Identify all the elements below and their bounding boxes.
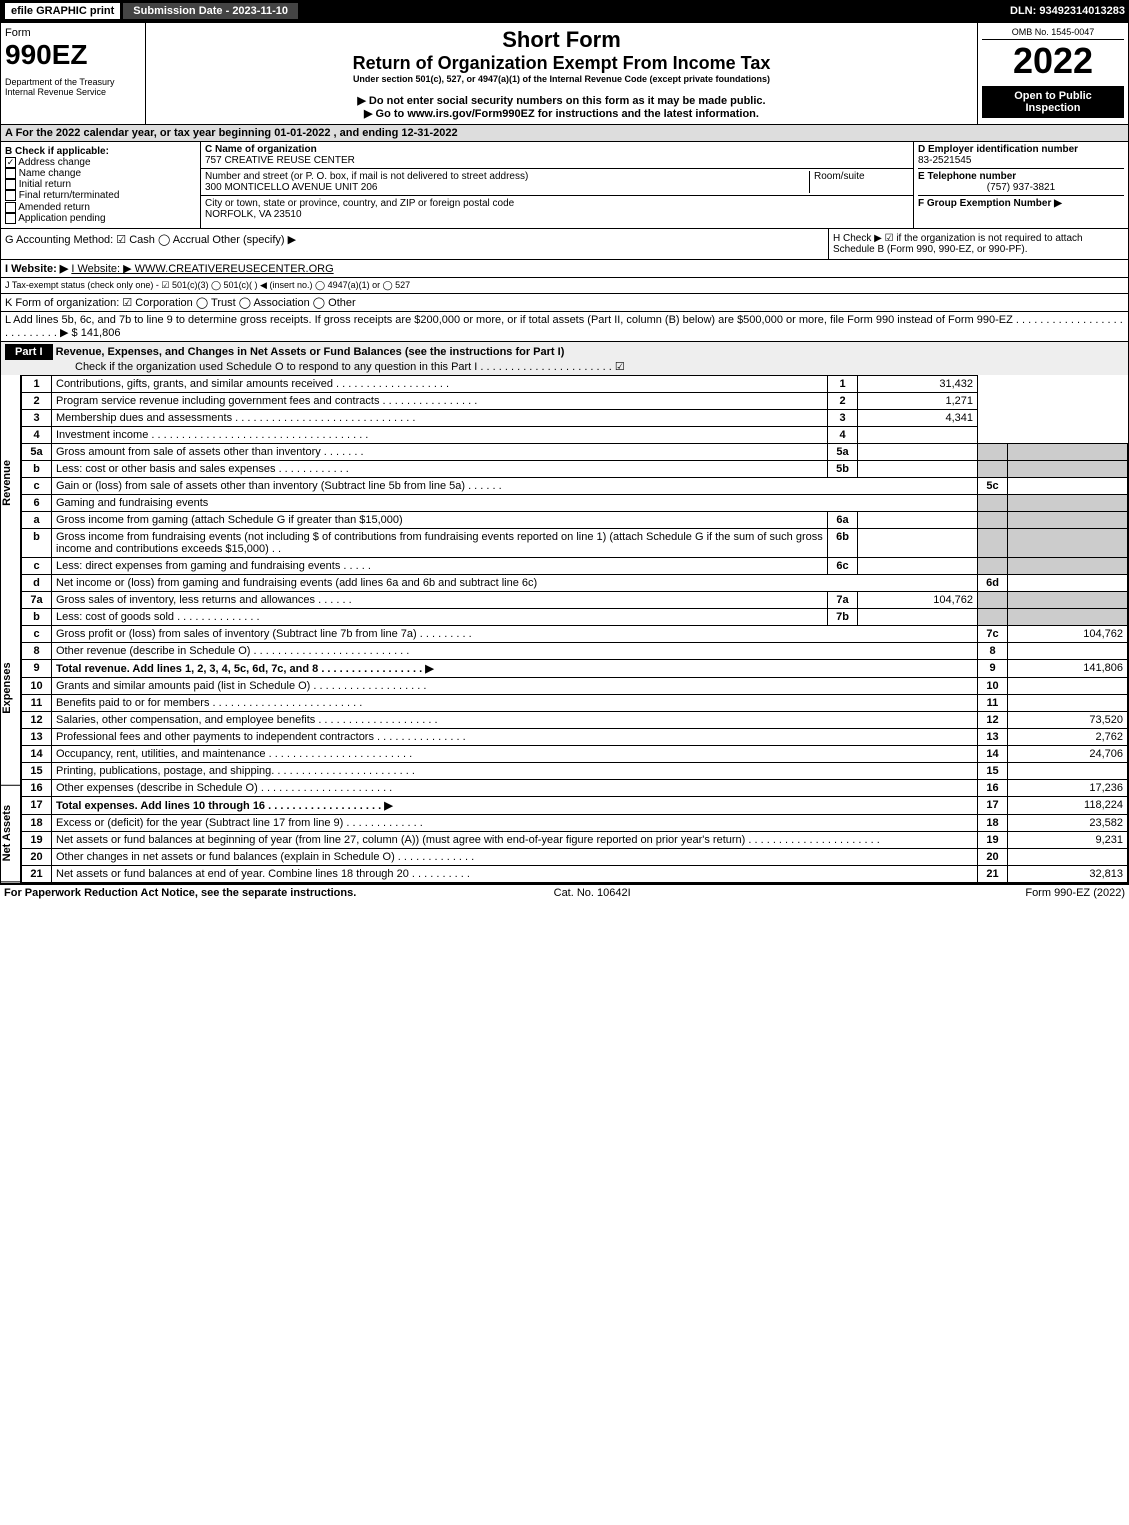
part1-check: Check if the organization used Schedule … (5, 361, 625, 373)
form-header: Form 990EZ Department of the Treasury In… (1, 23, 1128, 124)
submission-date-button[interactable]: Submission Date - 2023-11-10 (123, 3, 298, 19)
short-form-title: Short Form (150, 27, 973, 53)
line-18: 18Excess or (deficit) for the year (Subt… (22, 814, 1128, 831)
form-container: Form 990EZ Department of the Treasury In… (0, 22, 1129, 884)
street-label: Number and street (or P. O. box, if mail… (205, 171, 528, 182)
website-label: I Website: ▶ (5, 263, 68, 275)
main-title: Return of Organization Exempt From Incom… (150, 53, 973, 74)
room-label: Room/suite (814, 171, 865, 182)
line-7b: bLess: cost of goods sold . . . . . . . … (22, 608, 1128, 625)
line-12: 12Salaries, other compensation, and empl… (22, 711, 1128, 728)
efile-button[interactable]: efile GRAPHIC print (4, 2, 121, 20)
top-bar: efile GRAPHIC print Submission Date - 20… (0, 0, 1129, 22)
cb-label: Application pending (18, 213, 105, 224)
line-4: 4Investment income . . . . . . . . . . .… (22, 426, 1128, 443)
tax-year: 2022 (982, 40, 1124, 82)
cb-label: Name change (19, 168, 81, 179)
city-label: City or town, state or province, country… (205, 198, 514, 209)
dln-label: DLN: 93492314013283 (1010, 5, 1125, 17)
ein-value: 83-2521545 (918, 155, 1124, 166)
cb-address-change[interactable]: ✓ (5, 157, 16, 168)
footer-cat: Cat. No. 10642I (554, 887, 631, 899)
name-label: C Name of organization (205, 144, 317, 155)
accounting-method: G Accounting Method: ☑ Cash ◯ Accrual Ot… (1, 229, 828, 259)
part1-title: Revenue, Expenses, and Changes in Net As… (56, 346, 565, 358)
cb-label: Amended return (18, 202, 90, 213)
gross-receipts-note: L Add lines 5b, 6c, and 7b to line 9 to … (1, 311, 1128, 341)
line-5c: cGain or (loss) from sale of assets othe… (22, 477, 1128, 494)
netassets-vlabel: Net Assets (1, 785, 20, 882)
note-ssn: ▶ Do not enter social security numbers o… (150, 94, 973, 107)
cb-amended[interactable] (5, 202, 16, 213)
cb-initial-return[interactable] (5, 179, 16, 190)
phone-value: (757) 937-3821 (918, 182, 1124, 193)
line-6d: dNet income or (loss) from gaming and fu… (22, 574, 1128, 591)
open-public-box: Open to Public Inspection (982, 86, 1124, 118)
page-footer: For Paperwork Reduction Act Notice, see … (0, 884, 1129, 901)
part1-header: Part I Revenue, Expenses, and Changes in… (1, 341, 1128, 375)
lines-table: 1Contributions, gifts, grants, and simil… (21, 375, 1128, 883)
website-link[interactable]: I Website: ▶ WWW.CREATIVEREUSECENTER.ORG (71, 263, 333, 275)
cb-label: Address change (18, 157, 90, 168)
form-of-org: K Form of organization: ☑ Corporation ◯ … (1, 293, 1128, 311)
footer-left: For Paperwork Reduction Act Notice, see … (4, 887, 356, 899)
line-5b: bLess: cost or other basis and sales exp… (22, 460, 1128, 477)
cb-label: Final return/terminated (19, 191, 120, 202)
col-b-heading: B Check if applicable: (5, 146, 196, 157)
line-6: 6Gaming and fundraising events (22, 494, 1128, 511)
col-b-checkboxes: B Check if applicable: ✓ Address change … (1, 142, 201, 228)
line-5a: 5aGross amount from sale of assets other… (22, 443, 1128, 460)
col-d-ids: D Employer identification number 83-2521… (913, 142, 1128, 228)
line-8: 8Other revenue (describe in Schedule O) … (22, 642, 1128, 659)
city-value: NORFOLK, VA 23510 (205, 209, 302, 220)
line-7c: cGross profit or (loss) from sales of in… (22, 625, 1128, 642)
line-7a: 7aGross sales of inventory, less returns… (22, 591, 1128, 608)
col-c-org-info: C Name of organization 757 CREATIVE REUS… (201, 142, 913, 228)
cb-label: Initial return (19, 179, 71, 190)
line-6c: cLess: direct expenses from gaming and f… (22, 557, 1128, 574)
line-16: 16Other expenses (describe in Schedule O… (22, 779, 1128, 796)
line-11: 11Benefits paid to or for members . . . … (22, 694, 1128, 711)
website-row: I Website: ▶ I Website: ▶ WWW.CREATIVERE… (1, 259, 1128, 277)
line-6b: bGross income from fundraising events (n… (22, 528, 1128, 557)
line-9: 9Total revenue. Add lines 1, 2, 3, 4, 5c… (22, 659, 1128, 677)
section-bcd: B Check if applicable: ✓ Address change … (1, 141, 1128, 228)
cb-application-pending[interactable] (5, 213, 16, 224)
line-17: 17Total expenses. Add lines 10 through 1… (22, 796, 1128, 814)
line-14: 14Occupancy, rent, utilities, and mainte… (22, 745, 1128, 762)
line-6a: aGross income from gaming (attach Schedu… (22, 511, 1128, 528)
cb-name-change[interactable] (5, 168, 16, 179)
org-name: 757 CREATIVE REUSE CENTER (205, 155, 355, 166)
part1-label: Part I (5, 344, 53, 360)
note-link: ▶ Go to www.irs.gov/Form990EZ for instru… (150, 107, 973, 120)
line-19: 19Net assets or fund balances at beginni… (22, 831, 1128, 848)
schedule-b-check: H Check ▶ ☑ if the organization is not r… (828, 229, 1128, 259)
line-2: 2Program service revenue including gover… (22, 392, 1128, 409)
row-a-tax-year: A For the 2022 calendar year, or tax yea… (1, 124, 1128, 141)
line-13: 13Professional fees and other payments t… (22, 728, 1128, 745)
street-value: 300 MONTICELLO AVENUE UNIT 206 (205, 182, 377, 193)
row-gh: G Accounting Method: ☑ Cash ◯ Accrual Ot… (1, 228, 1128, 259)
tax-exempt-status: J Tax-exempt status (check only one) - ☑… (1, 277, 1128, 293)
form-label: Form (5, 27, 141, 39)
line-3: 3Membership dues and assessments . . . .… (22, 409, 1128, 426)
line-10: 10Grants and similar amounts paid (list … (22, 677, 1128, 694)
ein-label: D Employer identification number (918, 144, 1124, 155)
footer-form: Form 990-EZ (2022) (1025, 887, 1125, 899)
expenses-vlabel: Expenses (1, 592, 20, 786)
subtitle: Under section 501(c), 527, or 4947(a)(1)… (150, 74, 973, 84)
part1-body: Revenue Expenses Net Assets 1Contributio… (1, 375, 1128, 883)
revenue-vlabel: Revenue (1, 375, 20, 592)
line-1: 1Contributions, gifts, grants, and simil… (22, 375, 1128, 392)
form-number: 990EZ (5, 39, 141, 71)
omb-number: OMB No. 1545-0047 (982, 27, 1124, 40)
line-20: 20Other changes in net assets or fund ba… (22, 848, 1128, 865)
dept-label: Department of the Treasury Internal Reve… (5, 77, 141, 97)
cb-final-return[interactable] (5, 190, 16, 201)
line-15: 15Printing, publications, postage, and s… (22, 762, 1128, 779)
phone-label: E Telephone number (918, 168, 1124, 182)
group-exemption-label: F Group Exemption Number ▶ (918, 195, 1124, 209)
line-21: 21Net assets or fund balances at end of … (22, 865, 1128, 882)
